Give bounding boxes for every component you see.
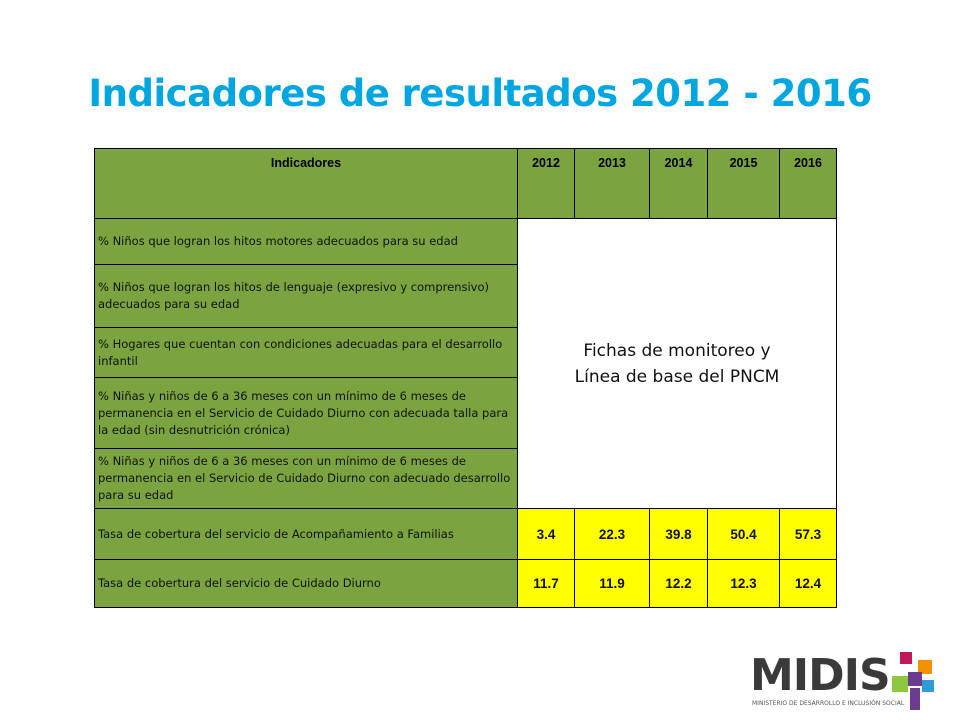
value-cell: 12.4: [779, 559, 837, 608]
table-row: % Niños que logran los hitos de lenguaje…: [94, 264, 837, 328]
row-label: % Hogares que cuentan con condiciones ad…: [94, 327, 518, 378]
value-cell: 39.8: [649, 508, 708, 560]
value-cell: 57.3: [779, 508, 837, 560]
value-cell: 3.4: [517, 508, 575, 560]
table-row: % Niñas y niños de 6 a 36 meses con un m…: [94, 377, 837, 449]
header-year-2016: 2016: [779, 148, 837, 219]
value-cell: 12.3: [707, 559, 780, 608]
header-year-2013: 2013: [574, 148, 650, 219]
monitoring-note-cell: Fichas de monitoreo y Línea de base del …: [517, 218, 837, 509]
midis-logo: MIDIS MINISTERIO DE DESARROLLO E INCLUSI…: [744, 650, 944, 714]
page-title: Indicadores de resultados 2012 - 2016: [88, 72, 872, 115]
table-header-row: Indicadores 2012 2013 2014 2015 2016: [94, 148, 837, 219]
row-label: Tasa de cobertura del servicio de Cuidad…: [94, 559, 518, 608]
table-row: Tasa de cobertura del servicio de Acompa…: [94, 508, 837, 560]
value-cell: 50.4: [707, 508, 780, 560]
logo-text: MIDIS: [750, 650, 891, 701]
header-indicadores: Indicadores: [94, 148, 518, 219]
monitoring-note-line2: Línea de base del PNCM: [574, 366, 780, 387]
logo-mark-icon: [892, 652, 934, 710]
row-label: Tasa de cobertura del servicio de Acompa…: [94, 508, 518, 560]
table-row: % Niñas y niños de 6 a 36 meses con un m…: [94, 448, 837, 509]
value-cell: 11.7: [517, 559, 575, 608]
row-label: % Niñas y niños de 6 a 36 meses con un m…: [94, 377, 518, 449]
row-label: % Niños que logran los hitos de lenguaje…: [94, 264, 518, 328]
row-label: % Niños que logran los hitos motores ade…: [94, 218, 518, 265]
header-year-2012: 2012: [517, 148, 575, 219]
monitoring-note-line1: Fichas de monitoreo y: [583, 340, 771, 361]
indicators-table: Indicadores 2012 2013 2014 2015 2016 % N…: [94, 148, 837, 608]
table-row: % Hogares que cuentan con condiciones ad…: [94, 327, 837, 378]
header-year-2014: 2014: [649, 148, 708, 219]
header-year-2015: 2015: [707, 148, 780, 219]
logo-subtitle: MINISTERIO DE DESARROLLO E INCLUSIÓN SOC…: [752, 700, 905, 707]
value-cell: 11.9: [574, 559, 650, 608]
table-row: % Niños que logran los hitos motores ade…: [94, 218, 837, 509]
table-row: Tasa de cobertura del servicio de Cuidad…: [94, 559, 837, 608]
row-label: % Niñas y niños de 6 a 36 meses con un m…: [94, 448, 518, 509]
value-cell: 22.3: [574, 508, 650, 560]
value-cell: 12.2: [649, 559, 708, 608]
